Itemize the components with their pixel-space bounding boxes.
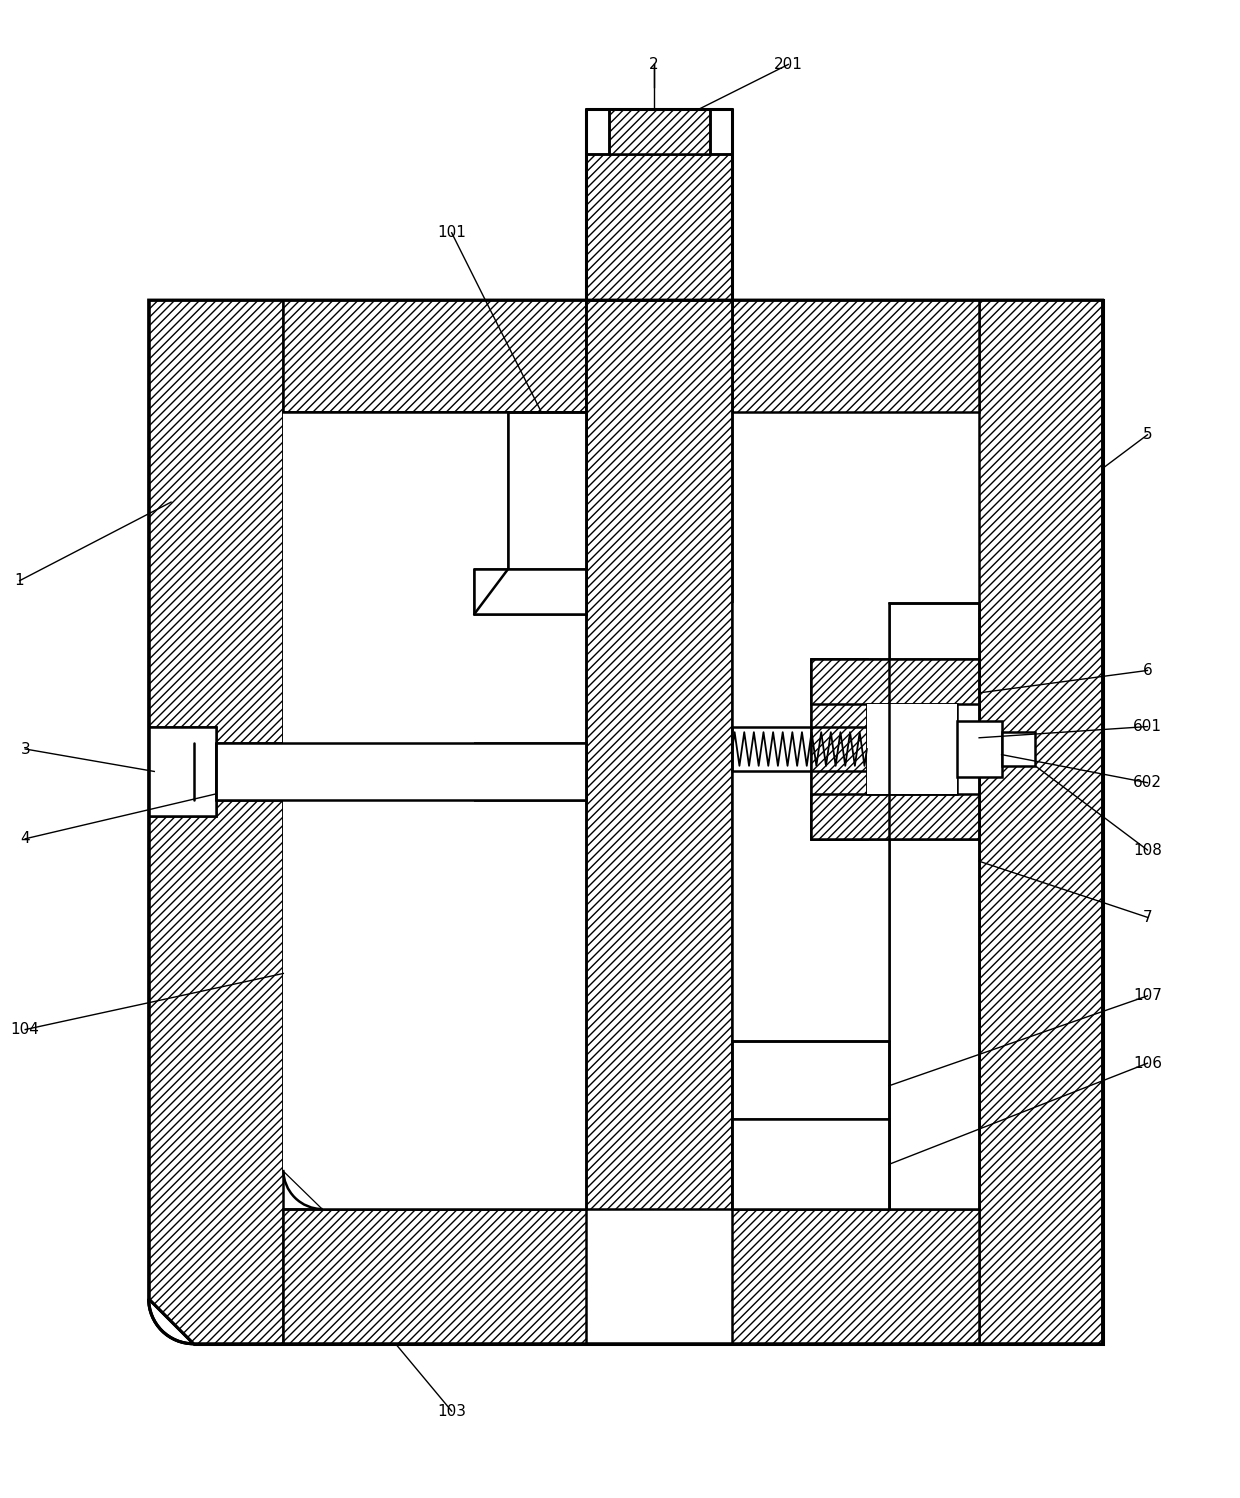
Text: 602: 602 [1133, 774, 1162, 789]
Polygon shape [811, 659, 867, 839]
Polygon shape [283, 614, 474, 1041]
Polygon shape [149, 300, 1102, 1344]
Text: 1: 1 [15, 574, 25, 589]
Polygon shape [867, 704, 957, 794]
Polygon shape [283, 412, 587, 1209]
Polygon shape [474, 569, 587, 614]
Bar [474, 569, 587, 614]
Polygon shape [733, 1119, 889, 1209]
Polygon shape [609, 109, 709, 154]
Polygon shape [283, 300, 587, 412]
Polygon shape [733, 1041, 889, 1119]
Polygon shape [733, 1209, 980, 1344]
Bar [867, 704, 957, 794]
Bar [149, 727, 216, 816]
Text: 106: 106 [1133, 1056, 1162, 1071]
Text: 201: 201 [774, 57, 802, 72]
Text: 108: 108 [1133, 842, 1162, 857]
Polygon shape [283, 412, 474, 569]
Polygon shape [283, 412, 587, 1209]
Text: 101: 101 [438, 225, 466, 240]
Bar [733, 1119, 889, 1209]
Text: 104: 104 [11, 1022, 40, 1037]
Text: 2: 2 [649, 57, 658, 72]
Polygon shape [507, 412, 587, 569]
Polygon shape [811, 659, 980, 704]
Polygon shape [733, 604, 889, 1041]
Polygon shape [980, 300, 1102, 1344]
Bar [957, 721, 1002, 777]
Polygon shape [587, 300, 733, 1209]
Polygon shape [149, 727, 216, 816]
Text: 5: 5 [1142, 427, 1152, 442]
Polygon shape [216, 743, 587, 800]
Polygon shape [149, 300, 283, 1344]
Bar [811, 659, 980, 839]
Text: 107: 107 [1133, 989, 1162, 1004]
Polygon shape [283, 1209, 587, 1344]
Bar [1002, 733, 1035, 765]
Polygon shape [733, 300, 980, 412]
Text: 601: 601 [1133, 719, 1162, 734]
Polygon shape [587, 154, 733, 300]
Text: 3: 3 [20, 742, 30, 756]
Text: 4: 4 [20, 831, 30, 846]
Text: 6: 6 [1142, 664, 1152, 679]
Text: 7: 7 [1142, 909, 1152, 924]
Text: 103: 103 [438, 1404, 466, 1419]
Bar [216, 743, 587, 800]
Bar [507, 412, 587, 569]
Polygon shape [889, 604, 980, 1209]
Polygon shape [811, 794, 980, 839]
